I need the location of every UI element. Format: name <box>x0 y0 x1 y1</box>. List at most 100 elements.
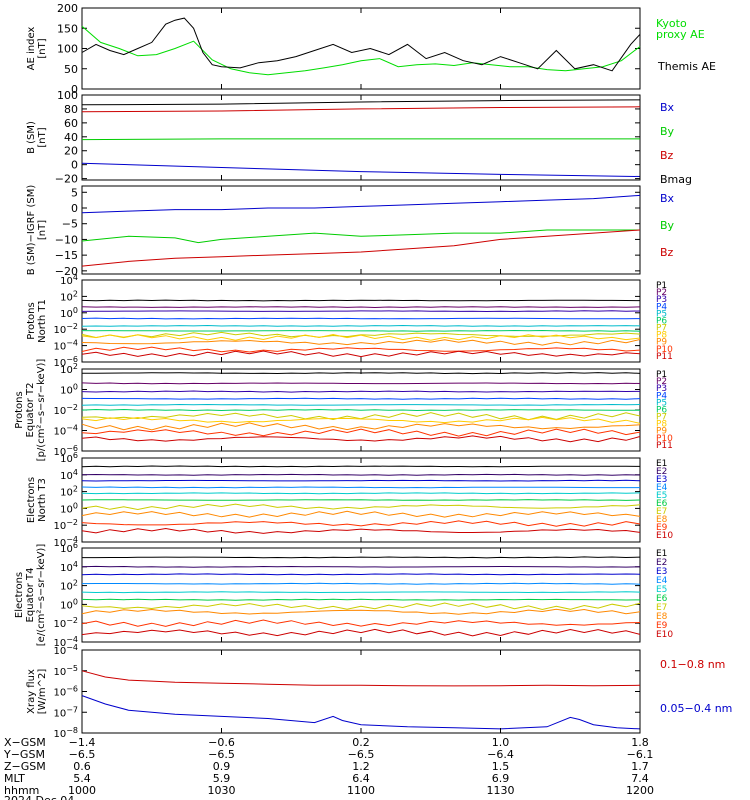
y-axis-label: [e/(cm²−s−sr−keV)] <box>36 544 47 647</box>
x-tick-label: 1100 <box>347 784 375 797</box>
legend-entry: Bx <box>660 192 675 205</box>
series-line-p4 <box>81 397 641 400</box>
x-tick-label: 1130 <box>487 784 515 797</box>
series-line-p5 <box>81 324 641 327</box>
series-line-themis-ae <box>81 17 641 72</box>
x-tick-label: −6.5 <box>69 748 96 761</box>
series-line-e10 <box>81 527 641 534</box>
series-line-e9 <box>81 619 641 627</box>
legend-entry: E6 <box>656 594 668 604</box>
y-tick-label: 106 <box>60 541 78 555</box>
series-line-p6 <box>81 408 641 412</box>
x-tick-label: −6.5 <box>208 748 235 761</box>
y-tick-label: 10−6 <box>53 444 78 458</box>
series-line-p2 <box>81 382 641 385</box>
legend-entry: Bmag <box>660 173 692 186</box>
legend-entry: E2 <box>656 467 667 477</box>
series-line-p10 <box>81 428 641 437</box>
panel-frame <box>81 7 641 90</box>
x-axis-row-label: X−GSM <box>4 736 46 749</box>
y-tick-label: 10−4 <box>53 339 78 353</box>
x-tick-label: 1.0 <box>492 736 510 749</box>
series-line-p5 <box>81 403 641 406</box>
y-tick-label: 10−8 <box>53 726 78 740</box>
legend-entry: E10 <box>656 531 673 541</box>
series-line-p3 <box>81 310 641 313</box>
series-line-e5 <box>81 492 641 495</box>
legend-entry: E10 <box>656 630 673 640</box>
legend-entry: P10 <box>656 434 673 444</box>
series-line-by <box>81 138 640 141</box>
y-tick-label: 20 <box>64 145 78 158</box>
legend-entry: E9 <box>656 523 668 533</box>
x-tick-label: 5.4 <box>73 772 91 785</box>
y-axis-label: AE index <box>26 27 37 71</box>
y-tick-label: 102 <box>60 362 78 376</box>
legend-entry: E4 <box>656 576 668 586</box>
x-tick-label: −1.4 <box>69 736 96 749</box>
legend-entry: Kyoto <box>656 17 687 30</box>
series-line-e4 <box>81 486 640 489</box>
series-line-bx <box>81 162 641 177</box>
legend-entry: P9 <box>656 427 667 437</box>
series-line-e4 <box>81 582 641 585</box>
y-tick-label: 100 <box>60 383 78 397</box>
x-tick-label: 1.8 <box>631 736 649 749</box>
legend-entry: P8 <box>656 420 667 430</box>
series-line-e6 <box>81 598 641 601</box>
legend-entry: 0.05−0.4 nm <box>660 702 732 715</box>
x-tick-label: 1.5 <box>492 760 510 773</box>
x-tick-label: −6.4 <box>487 748 514 761</box>
legend-entry: Bz <box>660 246 674 259</box>
x-tick-label: −6.5 <box>348 748 375 761</box>
legend-entry: E6 <box>656 499 668 509</box>
series-line-bmag <box>81 99 641 106</box>
series-line-e7 <box>81 602 641 611</box>
legend-entry: P6 <box>656 405 667 415</box>
series-line-p9 <box>81 339 641 346</box>
series-line-e8 <box>81 608 641 615</box>
legend-entry: P7 <box>656 324 667 334</box>
legend-entry: E1 <box>656 549 667 559</box>
y-tick-label: 0 <box>71 202 78 215</box>
y-tick-label: 106 <box>60 451 78 465</box>
series-line-e5 <box>81 591 641 594</box>
legend-entry: P9 <box>656 338 667 348</box>
y-axis-label: Equator T2 <box>25 383 36 438</box>
legend-entry: E9 <box>656 621 668 631</box>
y-tick-label: 100 <box>60 306 78 320</box>
legend-entry: P11 <box>656 441 673 451</box>
y-tick-label: 104 <box>60 560 78 574</box>
legend-entry: Themis AE <box>657 60 716 73</box>
series-line-e9 <box>81 520 641 527</box>
y-tick-label: −15 <box>55 249 78 262</box>
legend-entry: E5 <box>656 585 667 595</box>
legend-entry: P10 <box>656 345 673 355</box>
y-tick-label: 102 <box>60 485 78 499</box>
legend-entry: P7 <box>656 413 667 423</box>
x-tick-label: 7.4 <box>631 772 649 785</box>
series-line-e6 <box>81 499 641 501</box>
series-line-e3 <box>81 479 641 482</box>
x-tick-label: 0.6 <box>73 760 91 773</box>
y-tick-label: 10−2 <box>53 616 78 630</box>
y-axis-label: Protons <box>26 302 37 339</box>
y-tick-label: 10−4 <box>53 424 78 438</box>
series-line-e2 <box>81 473 641 476</box>
y-axis-label: Electrons <box>26 477 37 523</box>
y-tick-label: 0 <box>71 159 78 172</box>
y-axis-label: Electrons <box>14 572 25 618</box>
x-axis-row-label: hhmm <box>4 784 39 797</box>
x-tick-label: 1030 <box>208 784 236 797</box>
y-tick-label: 0 <box>71 83 78 96</box>
series-line-bz <box>81 106 641 113</box>
y-tick-label: 10−4 <box>53 635 78 649</box>
x-tick-label: 1.2 <box>352 760 370 773</box>
legend-entry: By <box>660 125 675 138</box>
series-line-e1 <box>82 556 641 559</box>
x-axis-row-label: Z−GSM <box>4 760 46 773</box>
series-line-p6 <box>81 329 641 332</box>
series-line-0-1-0-8-nm <box>81 670 641 687</box>
x-tick-label: −0.6 <box>208 736 235 749</box>
